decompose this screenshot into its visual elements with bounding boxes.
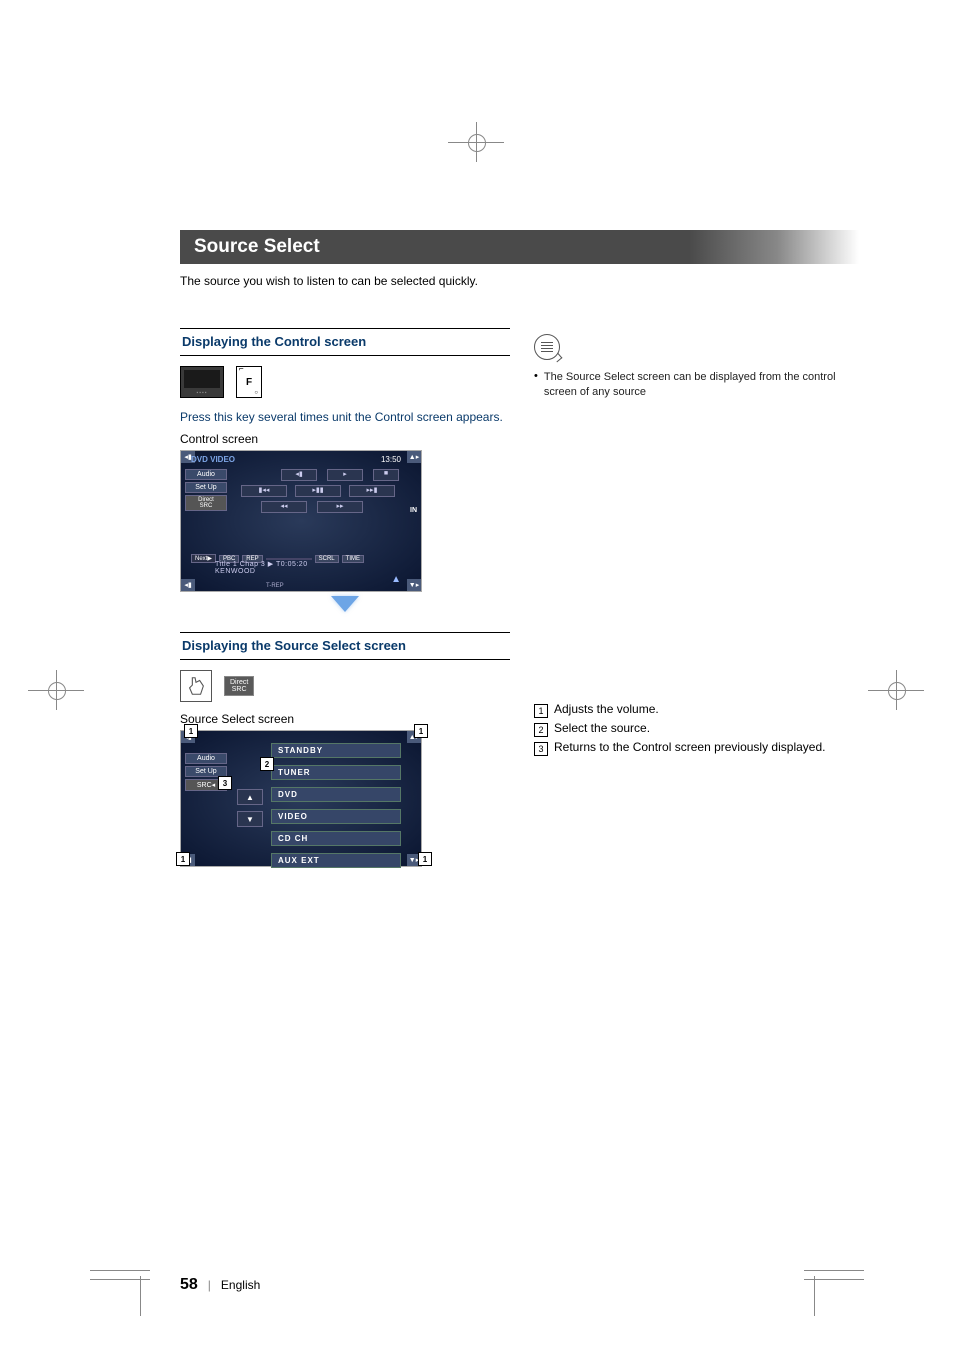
next-button[interactable]: ▸▸▮ <box>349 485 395 497</box>
subsection-title: Displaying the Control screen <box>182 334 366 349</box>
scrl-tag[interactable]: SCRL <box>315 555 339 563</box>
vol-corner-icon: ◂▮ <box>181 579 195 591</box>
source-auxext[interactable]: AUX EXT <box>271 853 401 868</box>
trep-label: T-REP <box>266 583 284 589</box>
source-select-screenshot: ◂▮ ▲▸ ◂▮ ▼▸ Audio Set Up SRC◂ ▲ ▼ STANDB… <box>180 730 422 867</box>
vol-corner-icon: ▲▸ <box>407 451 421 463</box>
touch-icon <box>180 670 212 702</box>
key-label: F <box>246 377 252 388</box>
source-dvd[interactable]: DVD <box>271 787 401 802</box>
instruction-text: Press this key several times unit the Co… <box>180 408 510 426</box>
playback-info: Title 1 Chap 3 ▶ T0:05:20 KENWOOD <box>215 560 308 575</box>
section-title: Source Select <box>194 236 320 257</box>
desc-text: Select the source. <box>554 721 650 735</box>
in-label: IN <box>410 507 417 514</box>
scroll-down-button[interactable]: ▼ <box>237 811 263 827</box>
desc-number: 3 <box>534 742 548 756</box>
crop-bottom-right <box>804 1270 864 1316</box>
device-key-row: ▪▪▪▪ F ○ ⌐ <box>180 366 510 398</box>
source-video[interactable]: VIDEO <box>271 809 401 824</box>
subsection-header-source: Displaying the Source Select screen <box>180 632 510 660</box>
description-item: 3 Returns to the Control screen previous… <box>534 740 859 756</box>
direct-src-button[interactable]: Direct SRC <box>224 676 254 696</box>
direct-src-button[interactable]: Direct SRC <box>185 495 227 511</box>
down-arrow-icon <box>331 596 359 612</box>
vol-corner-icon: ▼▸ <box>407 579 421 591</box>
source-tuner[interactable]: TUNER <box>271 765 401 780</box>
callout-2: 2 <box>260 757 274 771</box>
note-icon <box>534 334 560 360</box>
finger-icon <box>185 675 207 697</box>
callout-1: 1 <box>418 852 432 866</box>
touch-button-row: Direct SRC <box>180 670 510 702</box>
description-list: 1 Adjusts the volume. 2 Select the sourc… <box>534 702 859 756</box>
desc-number: 2 <box>534 723 548 737</box>
play-button[interactable]: ▸ <box>327 469 363 481</box>
source-standby[interactable]: STANDBY <box>271 743 401 758</box>
description-item: 1 Adjusts the volume. <box>534 702 859 718</box>
prev-button[interactable]: ▮◂◂ <box>241 485 287 497</box>
control-screen-screenshot: ◂▮ ▲▸ ◂▮ ▼▸ DVD VIDEO 13:50 Audio Set Up… <box>180 450 422 592</box>
bullet-icon: • <box>534 370 538 401</box>
callout-1: 1 <box>184 724 198 738</box>
scroll-up-button[interactable]: ▲ <box>237 789 263 805</box>
f-key-icon: F ○ ⌐ <box>236 366 262 398</box>
screenshot-caption: Control screen <box>180 432 510 446</box>
desc-number: 1 <box>534 704 548 718</box>
description-item: 2 Select the source. <box>534 721 859 737</box>
source-cdch[interactable]: CD CH <box>271 831 401 846</box>
audio-button[interactable]: Audio <box>185 753 227 764</box>
rew-button[interactable]: ◂◂ <box>261 501 307 513</box>
key-dot: ○ <box>254 390 258 396</box>
setup-button[interactable]: Set Up <box>185 482 227 493</box>
intro-text: The source you wish to listen to can be … <box>180 274 859 288</box>
page-language: English <box>221 1278 260 1292</box>
key-press-icon: ⌐ <box>239 364 244 373</box>
callout-3: 3 <box>218 776 232 790</box>
audio-button[interactable]: Audio <box>185 469 227 480</box>
next-tag[interactable]: Next▶ <box>191 554 216 563</box>
device-icon: ▪▪▪▪ <box>180 366 224 398</box>
play-pause-button[interactable]: ▸▮▮ <box>295 485 341 497</box>
footer-separator: | <box>208 1278 211 1292</box>
desc-text: Returns to the Control screen previously… <box>554 740 825 754</box>
ff-button[interactable]: ▸▸ <box>317 501 363 513</box>
desc-text: Adjusts the volume. <box>554 702 659 716</box>
source-label: DVD VIDEO <box>191 455 235 464</box>
subsection-title: Displaying the Source Select screen <box>182 638 406 653</box>
callout-1: 1 <box>414 724 428 738</box>
time-tag[interactable]: TIME <box>342 555 364 563</box>
section-header: Source Select <box>180 230 859 264</box>
crop-bottom-left <box>90 1270 150 1316</box>
subsection-header-control: Displaying the Control screen <box>180 328 510 356</box>
eject-icon[interactable]: ▲ <box>391 574 401 585</box>
page-number: 58 <box>180 1276 198 1294</box>
step-back-button[interactable]: ◂▮ <box>281 469 317 481</box>
note-bullet: • The Source Select screen can be displa… <box>534 370 859 401</box>
clock-label: 13:50 <box>381 455 401 464</box>
page-footer: 58 | English <box>180 1276 260 1294</box>
screenshot-caption: Source Select screen <box>180 712 510 726</box>
note-text: The Source Select screen can be displaye… <box>544 370 859 401</box>
stop-button[interactable]: ■ <box>373 469 399 481</box>
callout-1: 1 <box>176 852 190 866</box>
